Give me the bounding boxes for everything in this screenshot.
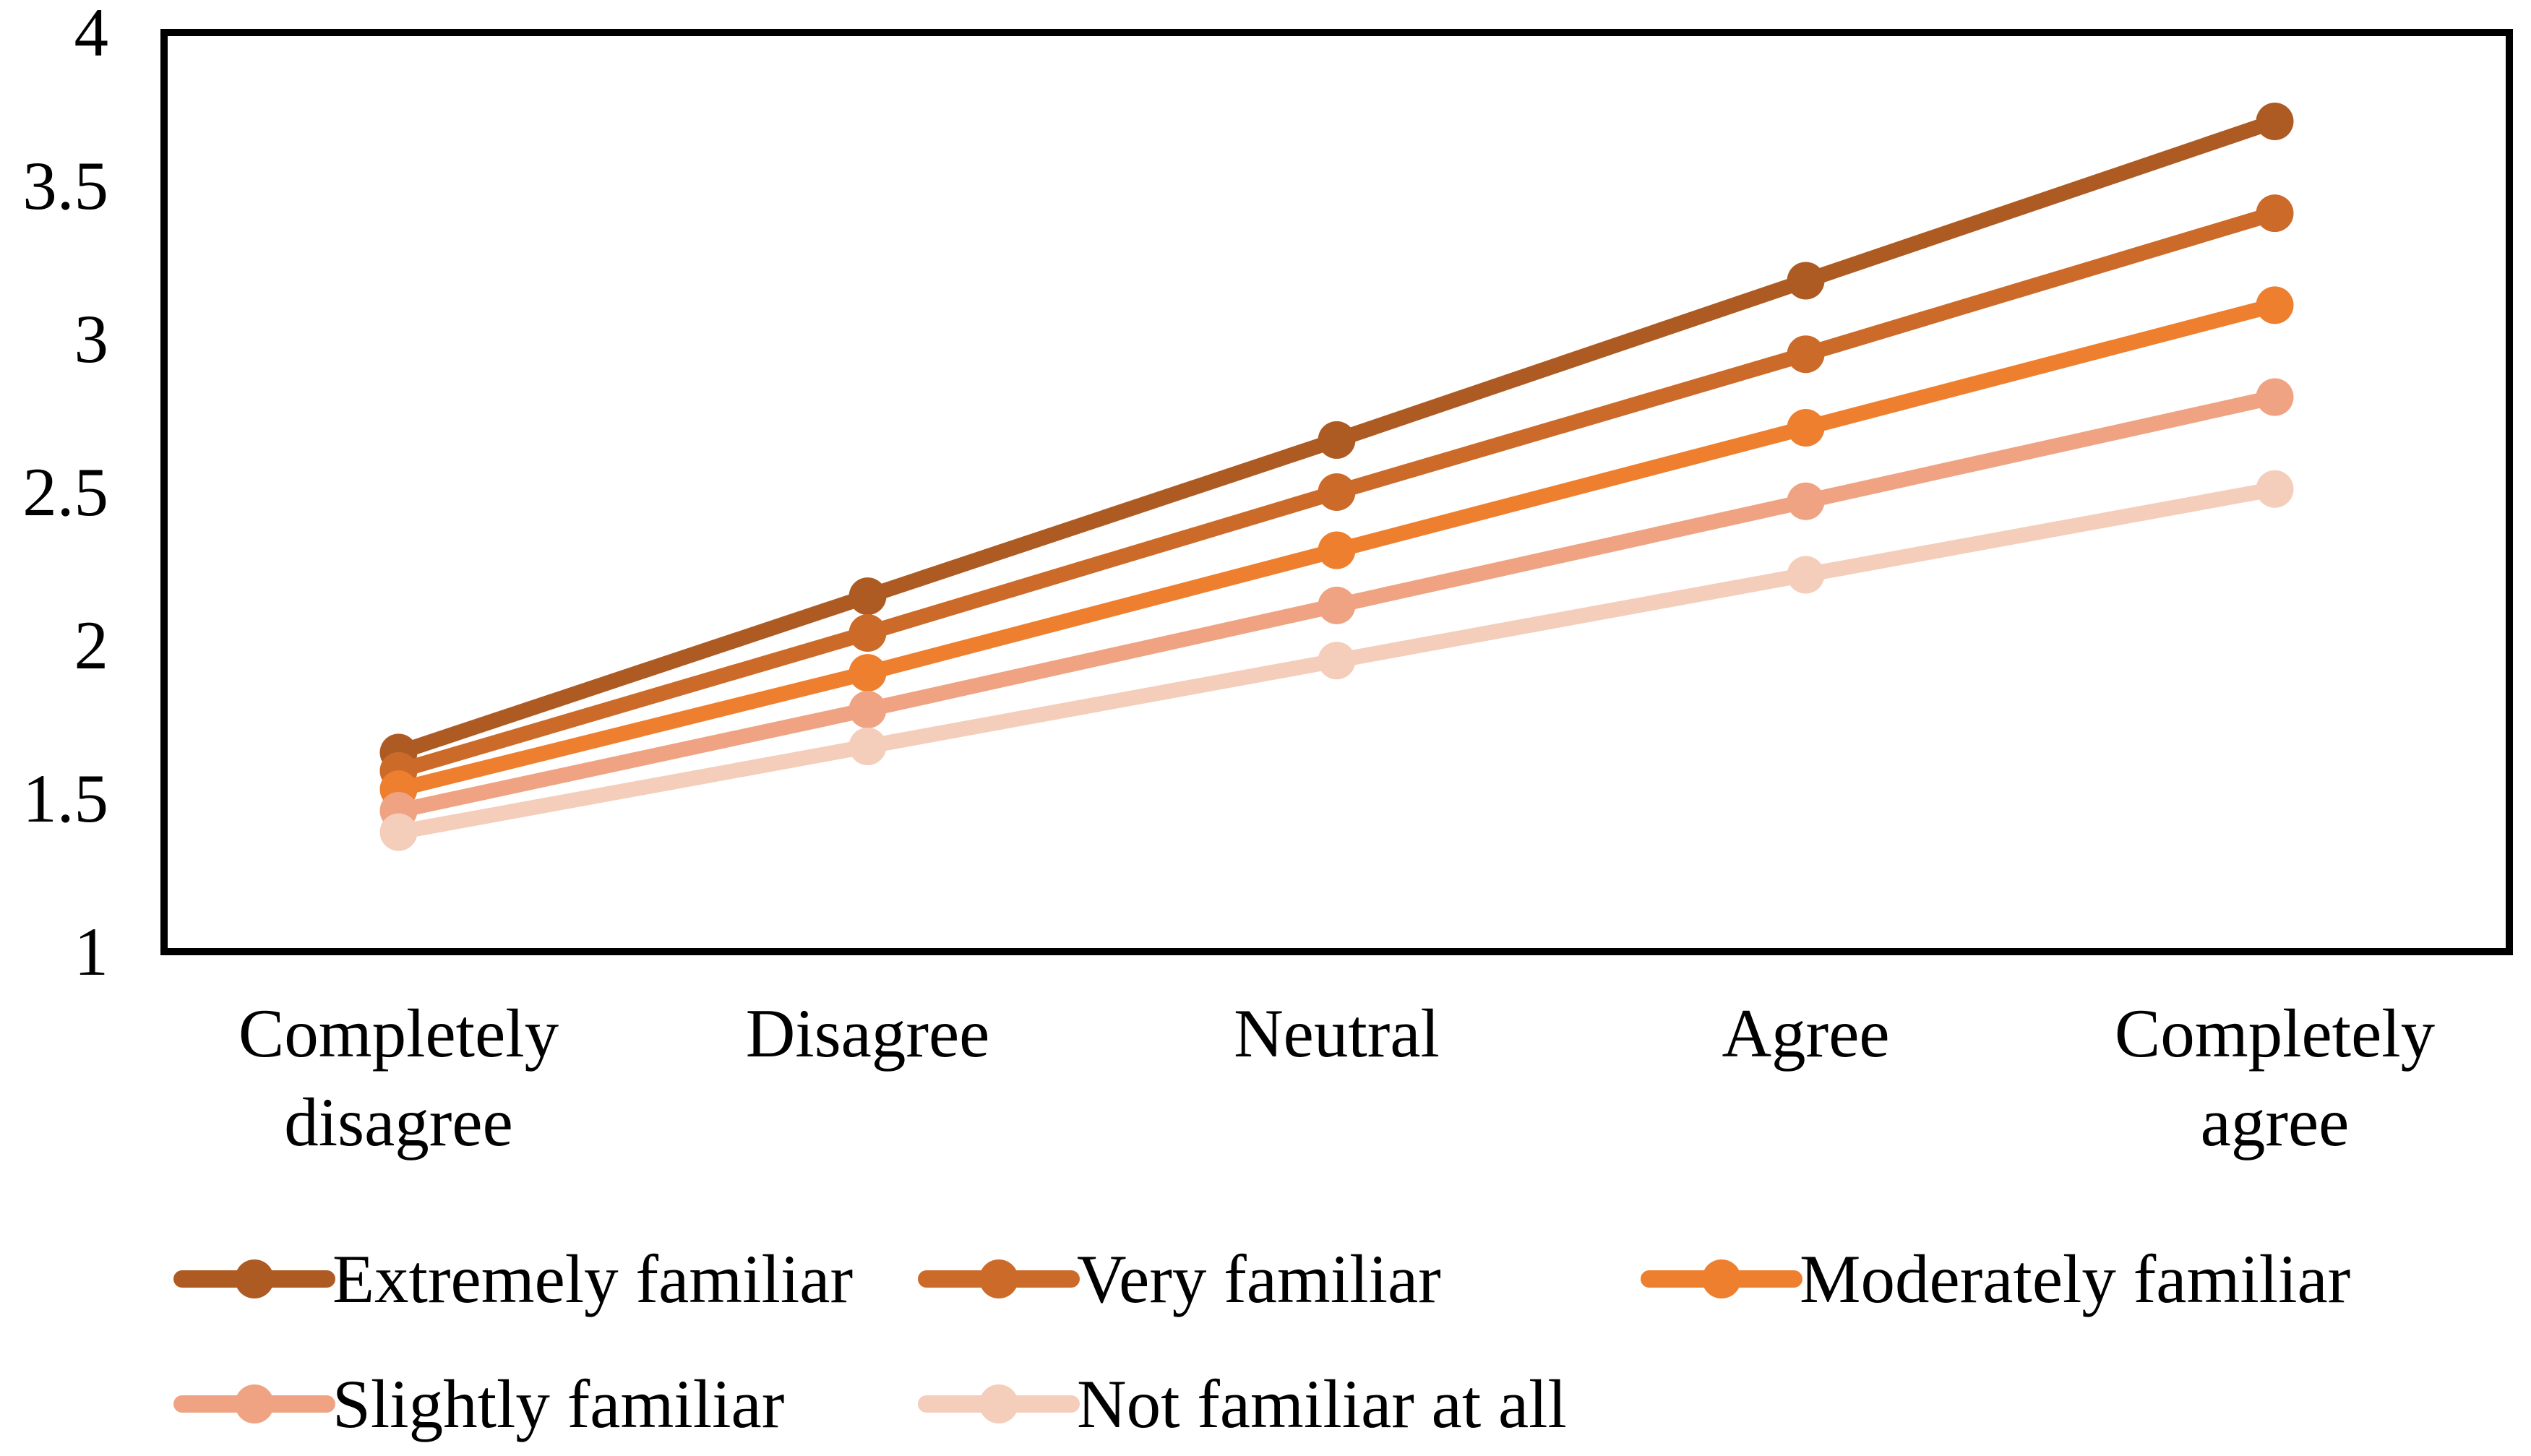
legend-label-moderately-familiar: Moderately familiar [1800,1241,2350,1317]
y-tick-label: 3 [74,301,109,377]
data-point-not-familiar-at-all [2256,470,2294,508]
x-category-label: Neutral [1234,995,1440,1072]
x-category-label: disagree [284,1084,513,1160]
y-tick-label: 1.5 [22,760,108,837]
data-point-moderately-familiar [848,654,887,692]
data-point-not-familiar-at-all [1318,642,1356,680]
data-point-moderately-familiar [2256,286,2294,324]
legend-marker-point-moderately-familiar [1702,1259,1741,1298]
y-tick-label: 2 [74,607,109,684]
x-category-label: Completely [239,995,559,1072]
legend-label-slightly-familiar: Slightly familiar [332,1366,784,1442]
data-point-moderately-familiar [1787,408,1825,447]
data-point-slightly-familiar [848,691,887,729]
data-point-extremely-familiar [1787,262,1825,300]
data-point-extremely-familiar [1318,421,1356,459]
data-point-extremely-familiar [2256,102,2294,140]
data-point-slightly-familiar [1787,482,1825,520]
data-point-very-familiar [1318,473,1356,511]
data-point-moderately-familiar [1318,531,1356,569]
data-point-extremely-familiar [848,577,887,616]
data-point-slightly-familiar [1318,586,1356,624]
x-category-label: Completely [2115,995,2436,1072]
y-tick-label: 3.5 [22,147,108,224]
y-tick-label: 1 [74,913,109,990]
legend-label-very-familiar: Very familiar [1077,1241,1441,1317]
data-point-not-familiar-at-all [379,813,418,851]
data-point-very-familiar [1787,335,1825,374]
y-tick-label: 2.5 [22,454,108,530]
legend-marker-point-not-familiar-at-all [979,1384,1018,1423]
y-tick-label: 4 [74,0,109,71]
legend-label-not-familiar-at-all: Not familiar at all [1077,1366,1567,1442]
x-category-label: Disagree [746,995,990,1072]
data-point-very-familiar [848,614,887,652]
legend-marker-point-slightly-familiar [235,1384,274,1423]
x-category-label: agree [2201,1084,2350,1160]
legend-label-extremely-familiar: Extremely familiar [332,1241,853,1317]
legend-marker-point-extremely-familiar [235,1259,274,1298]
data-point-not-familiar-at-all [1787,556,1825,594]
data-point-very-familiar [2256,194,2294,233]
data-point-not-familiar-at-all [848,727,887,765]
plot-frame [160,29,2513,955]
x-category-label: Agree [1722,995,1889,1072]
data-point-slightly-familiar [2256,378,2294,416]
legend-marker-point-very-familiar [979,1259,1018,1298]
